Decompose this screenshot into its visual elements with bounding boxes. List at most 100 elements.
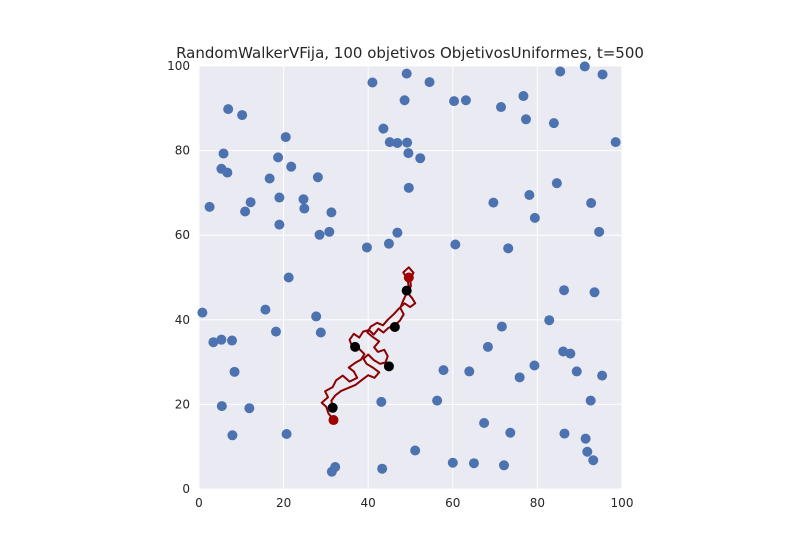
- target-point: [520, 114, 531, 125]
- target-point: [447, 457, 458, 468]
- marker-series: [327, 272, 414, 426]
- x-tick-label: 60: [445, 496, 460, 510]
- target-point: [559, 428, 570, 439]
- target-point: [273, 152, 284, 163]
- target-point: [281, 429, 292, 440]
- target-point: [410, 445, 421, 456]
- target-point: [565, 348, 576, 359]
- target-point: [208, 337, 219, 348]
- target-point: [245, 197, 256, 208]
- y-tick-label: 40: [175, 313, 190, 327]
- target-point: [330, 462, 341, 473]
- target-point: [597, 69, 608, 80]
- target-point: [415, 153, 426, 164]
- target-point: [529, 212, 540, 223]
- target-point: [216, 401, 227, 412]
- start-end-point: [403, 272, 414, 283]
- target-point: [227, 430, 238, 441]
- target-point: [524, 190, 535, 201]
- targets-series: [197, 61, 621, 477]
- target-point: [218, 148, 229, 159]
- target-point: [298, 194, 309, 205]
- target-point: [403, 182, 414, 193]
- target-point: [286, 161, 297, 172]
- x-tick-label: 100: [611, 496, 634, 510]
- visited-target-point: [350, 341, 361, 352]
- target-point: [488, 197, 499, 208]
- target-point: [579, 61, 590, 72]
- target-point: [544, 315, 555, 326]
- target-point: [496, 102, 507, 113]
- target-point: [518, 91, 529, 102]
- target-point: [377, 463, 388, 474]
- target-point: [223, 104, 234, 115]
- start-end-point: [328, 415, 339, 426]
- target-point: [503, 243, 514, 254]
- target-point: [283, 272, 294, 283]
- target-point: [498, 460, 509, 471]
- target-point: [529, 360, 540, 371]
- y-axis: 0 20 40 60 80 100: [167, 59, 190, 496]
- target-point: [204, 201, 215, 212]
- target-point: [580, 433, 591, 444]
- x-tick-label: 0: [195, 496, 203, 510]
- target-point: [585, 395, 596, 406]
- target-point: [438, 365, 449, 376]
- target-point: [312, 172, 323, 183]
- x-axis: 0 20 40 60 80 100: [195, 496, 633, 510]
- target-point: [597, 370, 608, 381]
- target-point: [588, 455, 599, 466]
- y-tick-label: 100: [167, 59, 190, 73]
- target-point: [226, 335, 237, 346]
- target-point: [610, 137, 621, 148]
- target-point: [401, 68, 412, 79]
- visited-target-point: [389, 321, 400, 332]
- target-point: [326, 207, 337, 218]
- target-point: [244, 403, 255, 414]
- target-point: [450, 239, 461, 250]
- target-point: [376, 396, 387, 407]
- target-point: [496, 321, 507, 332]
- target-point: [555, 66, 566, 77]
- target-point: [216, 334, 227, 345]
- target-point: [464, 366, 475, 377]
- visited-target-point: [401, 285, 412, 296]
- target-point: [449, 96, 460, 107]
- target-point: [582, 446, 593, 457]
- target-point: [240, 206, 251, 217]
- target-point: [432, 395, 443, 406]
- target-point: [514, 372, 525, 383]
- target-point: [399, 95, 410, 106]
- target-point: [403, 148, 414, 159]
- target-point: [468, 458, 479, 469]
- target-point: [314, 229, 325, 240]
- target-point: [424, 77, 435, 88]
- target-point: [460, 95, 471, 106]
- target-point: [237, 110, 248, 121]
- target-point: [197, 307, 208, 318]
- target-point: [384, 137, 395, 148]
- target-point: [222, 167, 233, 178]
- target-point: [260, 304, 271, 315]
- x-tick-label: 40: [361, 496, 376, 510]
- y-tick-label: 60: [175, 228, 190, 242]
- walker-path: [320, 266, 417, 422]
- target-point: [571, 366, 582, 377]
- target-point: [551, 178, 562, 189]
- target-point: [482, 341, 493, 352]
- target-point: [229, 366, 240, 377]
- target-point: [402, 137, 413, 148]
- x-tick-label: 80: [530, 496, 545, 510]
- visited-target-point: [327, 402, 338, 413]
- target-point: [378, 123, 389, 134]
- target-point: [264, 173, 275, 184]
- target-point: [367, 77, 378, 88]
- visited-target-point: [383, 361, 394, 372]
- target-point: [324, 226, 335, 237]
- target-point: [361, 242, 372, 253]
- target-point: [505, 427, 516, 438]
- target-point: [383, 238, 394, 249]
- target-point: [270, 326, 281, 337]
- target-point: [392, 227, 403, 238]
